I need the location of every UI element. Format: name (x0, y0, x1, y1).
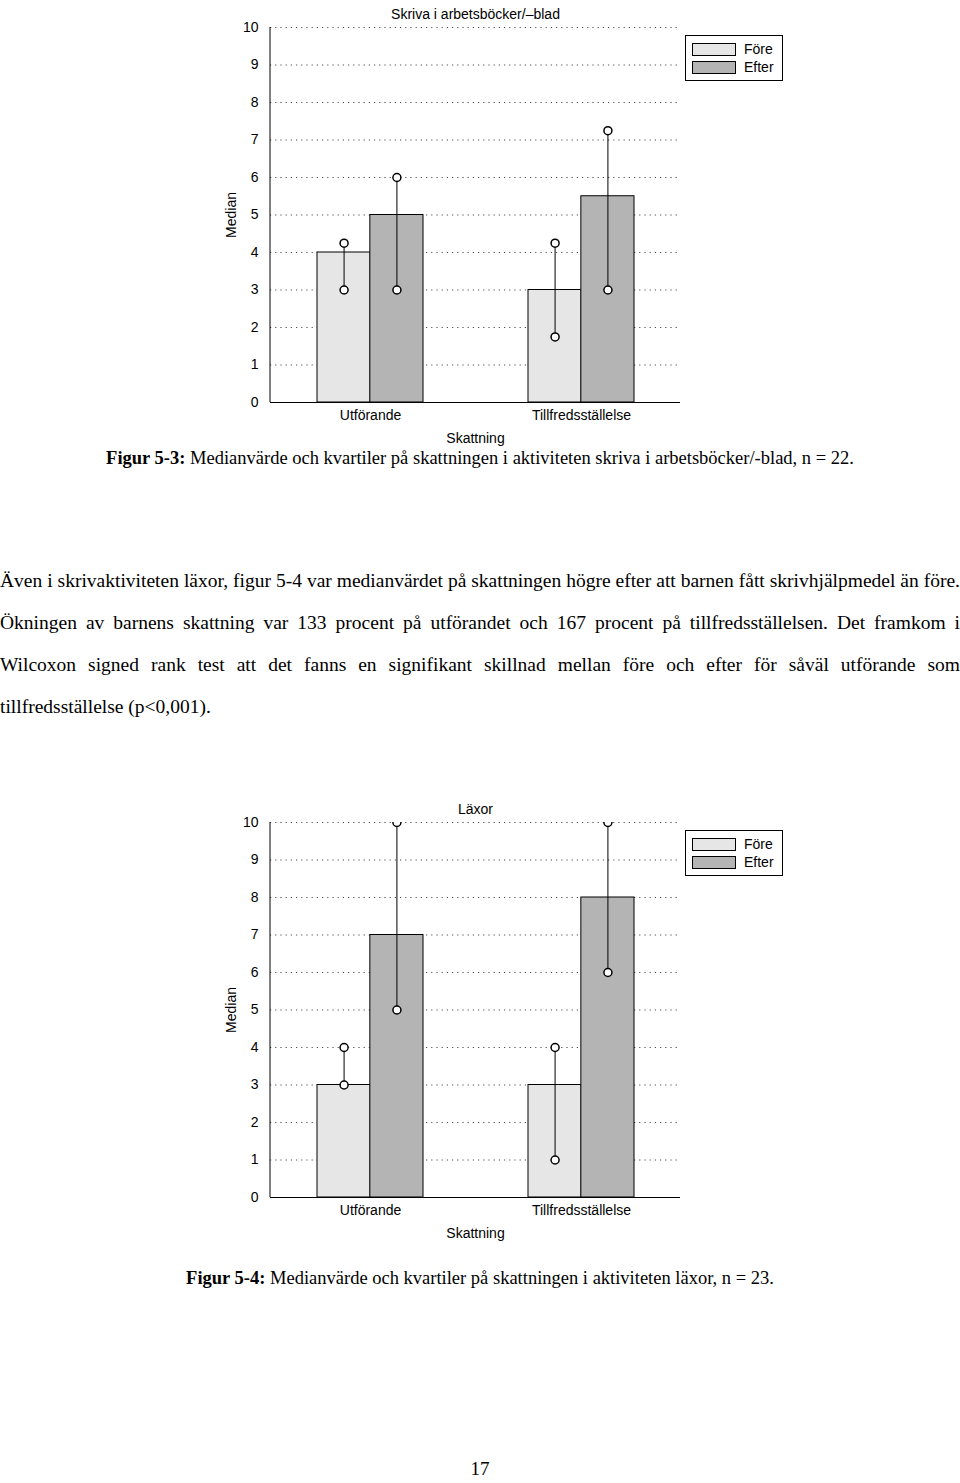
svg-text:3: 3 (251, 1076, 259, 1092)
html-text:Efter: Efter (744, 59, 774, 75)
svg-text:Tillfredsställelse: Tillfredsställelse (532, 1202, 631, 1218)
svg-text:0: 0 (251, 394, 259, 410)
html-text:Figur 5-4: Medianvärde och kva: Figur 5-4: Medianvärde och kvartiler på … (186, 1268, 774, 1288)
svg-text:Läxor: Läxor (458, 801, 493, 817)
svg-text:2: 2 (251, 1114, 259, 1130)
svg-text:Tillfredsställelse: Tillfredsställelse (532, 407, 631, 423)
svg-text:2: 2 (251, 319, 259, 335)
svg-text:4: 4 (251, 244, 259, 260)
html-text:Före: Före (744, 836, 773, 852)
svg-text:Utförande: Utförande (340, 407, 402, 423)
html-text:Efter: Efter (744, 854, 774, 870)
svg-text:3: 3 (251, 281, 259, 297)
html-text:Före: Före (744, 41, 773, 57)
svg-text:Median: Median (223, 192, 239, 238)
svg-text:0: 0 (251, 1189, 259, 1205)
svg-text:Skriva i arbetsböcker/–blad: Skriva i arbetsböcker/–blad (391, 6, 560, 22)
svg-text:5: 5 (251, 206, 259, 222)
svg-text:Skattning: Skattning (446, 1225, 504, 1241)
svg-text:10: 10 (243, 19, 259, 35)
svg-text:1: 1 (251, 356, 259, 372)
svg-text:Median: Median (223, 987, 239, 1033)
svg-text:1: 1 (251, 1151, 259, 1167)
html-text:Även i skrivaktiviteten läxor,: Även i skrivaktiviteten läxor, figur 5-4… (0, 570, 960, 717)
svg-text:Skattning: Skattning (446, 430, 504, 446)
svg-text:6: 6 (251, 964, 259, 980)
svg-text:9: 9 (251, 851, 259, 867)
svg-text:8: 8 (251, 889, 259, 905)
svg-text:5: 5 (251, 1001, 259, 1017)
svg-text:8: 8 (251, 94, 259, 110)
svg-text:9: 9 (251, 56, 259, 72)
html-text:Figur 5-3: Medianvärde och kva: Figur 5-3: Medianvärde och kvartiler på … (106, 448, 854, 468)
svg-text:6: 6 (251, 169, 259, 185)
html-text:17: 17 (470, 1458, 490, 1479)
svg-text:Utförande: Utförande (340, 1202, 402, 1218)
svg-text:10: 10 (243, 814, 259, 830)
svg-text:7: 7 (251, 131, 259, 147)
svg-text:4: 4 (251, 1039, 259, 1055)
svg-text:7: 7 (251, 926, 259, 942)
